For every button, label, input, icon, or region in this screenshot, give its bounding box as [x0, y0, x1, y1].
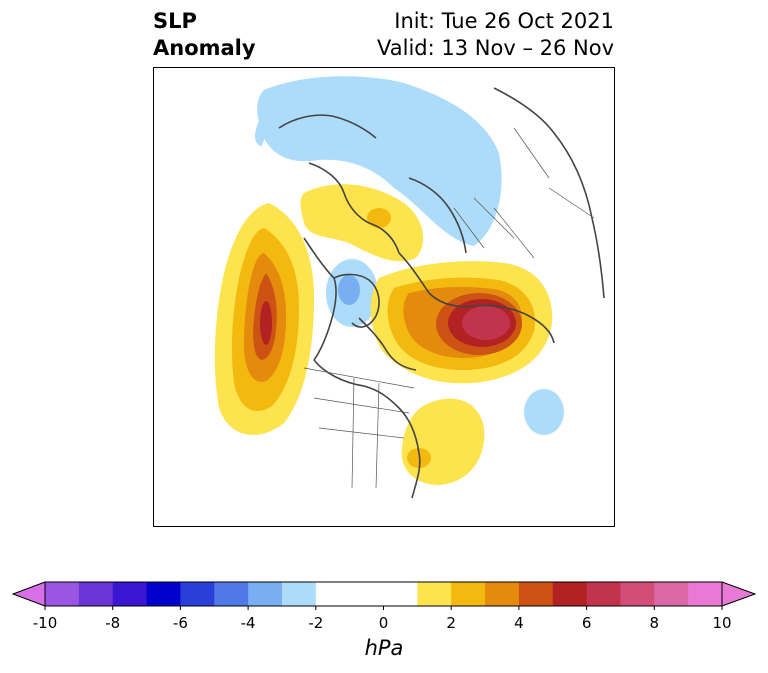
anomaly-atlantic-negative [524, 389, 564, 435]
colorbar [11, 581, 757, 610]
forecast-info: Init: Tue 26 Oct 2021 Valid: 13 Nov – 26… [377, 8, 614, 62]
colorbar-tick-label: 0 [378, 614, 389, 632]
anomaly-label: Anomaly [153, 36, 256, 60]
valid-range: Valid: 13 Nov – 26 Nov [377, 36, 614, 60]
variable-label: SLP [153, 9, 197, 33]
colorbar-cell [315, 582, 351, 606]
colorbar-cell [281, 582, 317, 606]
colorbar-cell [214, 582, 249, 606]
colorbar-cell [78, 582, 114, 606]
colorbar-extend-high [722, 582, 755, 606]
colorbar-extend-low [13, 582, 45, 606]
colorbar-tick-label: -2 [308, 614, 324, 632]
colorbar-cell [248, 582, 283, 606]
colorbar-cell [620, 582, 655, 606]
colorbar-tick-label: 2 [446, 614, 456, 632]
colorbar-cell [180, 582, 215, 606]
colorbar-cell [451, 582, 486, 606]
anomaly-europe-positive [370, 261, 553, 384]
colorbar-tick-label: -10 [32, 614, 58, 632]
slp-anomaly-map [214, 76, 605, 499]
anomaly-arctic-positive [300, 184, 424, 262]
country-borders [303, 127, 595, 489]
colorbar-cell [552, 582, 588, 606]
colorbar-cell [688, 582, 723, 606]
colorbar-cell [485, 582, 520, 606]
colorbar-tick-label: -6 [172, 614, 188, 632]
coastlines [278, 87, 605, 499]
anomaly-pacific-positive [214, 203, 314, 435]
anomaly-hudson-negative [326, 259, 378, 327]
colorbar-tick-label: -8 [105, 614, 121, 632]
colorbar-cell [518, 582, 554, 606]
colorbar-cell [45, 582, 80, 606]
colorbar-cell [417, 582, 452, 606]
anomaly-arctic-negative [255, 76, 502, 246]
colorbar-unit-label: hPa [364, 636, 404, 660]
colorbar-cell [146, 582, 181, 606]
anomaly-eastus-positive [401, 398, 485, 485]
colorbar-tick-label: -4 [240, 614, 256, 632]
colorbar-cell [112, 582, 148, 606]
colorbar-cell [349, 582, 418, 606]
init-date: Init: Tue 26 Oct 2021 [394, 9, 614, 33]
colorbar-cell [654, 582, 689, 606]
colorbar-tick-label: 6 [581, 614, 592, 632]
colorbar-tick-label: 10 [712, 614, 732, 632]
colorbar-cell [586, 582, 621, 606]
colorbar-extend-outline [11, 581, 757, 607]
map-title: SLP Anomaly [153, 8, 256, 62]
map-panel[interactable] [153, 67, 615, 527]
colorbar-tick-label: 4 [514, 614, 524, 632]
colorbar-tick-label: 8 [649, 614, 660, 632]
